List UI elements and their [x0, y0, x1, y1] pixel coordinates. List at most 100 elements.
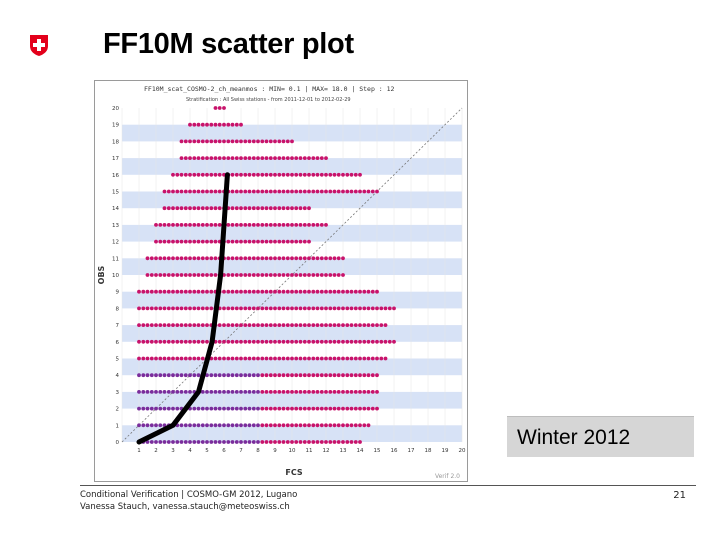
scatter-point	[311, 306, 316, 311]
scatter-point	[307, 256, 311, 261]
scatter-point	[336, 306, 341, 311]
scatter-point	[171, 223, 175, 227]
scatter-point	[205, 156, 209, 160]
scatter-point	[294, 323, 299, 327]
scatter-point	[362, 373, 367, 378]
scatter-point	[298, 306, 303, 311]
scatter-point	[277, 273, 282, 277]
scatter-point	[260, 306, 265, 311]
scatter-point	[285, 223, 290, 227]
scatter-point	[281, 139, 286, 144]
scatter-point	[273, 356, 277, 361]
scatter-point	[183, 289, 188, 294]
footer-line-1: Conditional Verification | COSMO-GM 2012…	[80, 490, 298, 500]
scatter-point	[247, 223, 252, 227]
scatter-point	[277, 139, 282, 144]
scatter-point	[353, 289, 358, 294]
logo-cross-horizontal	[33, 43, 45, 47]
scatter-point	[349, 423, 354, 428]
scatter-point	[154, 440, 158, 444]
scatter-point	[239, 323, 243, 327]
scatter-point	[285, 273, 290, 277]
scatter-point	[192, 223, 197, 227]
scatter-point	[162, 440, 167, 444]
scatter-point	[226, 223, 231, 227]
scatter-point	[183, 306, 188, 311]
scatter-point	[307, 189, 311, 194]
scatter-point	[319, 390, 324, 394]
scatter-point	[230, 339, 235, 344]
scatter-point	[268, 339, 273, 344]
scatter-point	[307, 273, 311, 277]
scatter-point	[336, 172, 341, 177]
scatter-point	[188, 390, 192, 394]
scatter-point	[192, 423, 197, 428]
scatter-point	[222, 373, 226, 378]
scatter-point	[349, 289, 354, 294]
scatter-point	[277, 256, 282, 261]
scatter-point	[179, 390, 184, 394]
scatter-point	[234, 223, 239, 227]
scatter-point	[188, 306, 192, 311]
scatter-point	[268, 289, 273, 294]
scatter-point	[281, 239, 286, 244]
scatter-point	[311, 156, 316, 160]
scatter-point	[315, 172, 320, 177]
scatter-point	[324, 289, 328, 294]
x-tick-label: 4	[188, 448, 192, 454]
scatter-point	[145, 356, 150, 361]
scatter-point	[247, 440, 252, 444]
scatter-point	[358, 423, 362, 428]
scatter-point	[154, 306, 158, 311]
scatter-point	[290, 239, 294, 244]
scatter-point	[239, 239, 243, 244]
scatter-point	[273, 390, 277, 394]
scatter-point	[175, 323, 180, 327]
scatter-point	[328, 373, 333, 378]
scatter-point	[264, 356, 269, 361]
scatter-point	[183, 356, 188, 361]
scatter-point	[234, 373, 239, 378]
scatter-point	[145, 323, 150, 327]
swiss-cross-logo	[30, 35, 48, 56]
scatter-point	[332, 172, 337, 177]
scatter-point	[234, 423, 239, 428]
scatter-point	[196, 239, 201, 244]
scatter-point	[192, 323, 197, 327]
scatter-point	[298, 406, 303, 411]
scatter-point	[341, 390, 345, 394]
scatter-point	[217, 339, 222, 344]
scatter-point	[341, 323, 345, 327]
scatter-point	[302, 289, 307, 294]
scatter-point	[209, 423, 214, 428]
scatter-point	[264, 223, 269, 227]
scatter-point	[154, 273, 158, 277]
scatter-point	[251, 356, 256, 361]
scatter-point	[243, 373, 248, 378]
scatter-point	[217, 172, 222, 177]
scatter-point	[362, 423, 367, 428]
scatter-point	[171, 390, 175, 394]
scatter-point	[217, 323, 222, 327]
scatter-point	[370, 406, 375, 411]
scatter-point	[358, 339, 362, 344]
scatter-point	[209, 273, 214, 277]
scatter-point	[277, 172, 282, 177]
scatter-points	[137, 106, 396, 444]
scatter-point	[294, 289, 299, 294]
scatter-point	[196, 206, 201, 211]
scatter-point	[200, 356, 205, 361]
scatter-point	[188, 323, 192, 327]
scatter-point	[328, 256, 333, 261]
y-tick-label: 4	[116, 373, 120, 379]
scatter-point	[302, 339, 307, 344]
scatter-point	[273, 172, 277, 177]
scatter-point	[273, 189, 277, 194]
scatter-point	[239, 339, 243, 344]
scatter-point	[311, 406, 316, 411]
scatter-point	[341, 256, 345, 261]
scatter-point	[277, 323, 282, 327]
scatter-point	[324, 172, 328, 177]
scatter-point	[311, 223, 316, 227]
scatter-point	[243, 289, 248, 294]
